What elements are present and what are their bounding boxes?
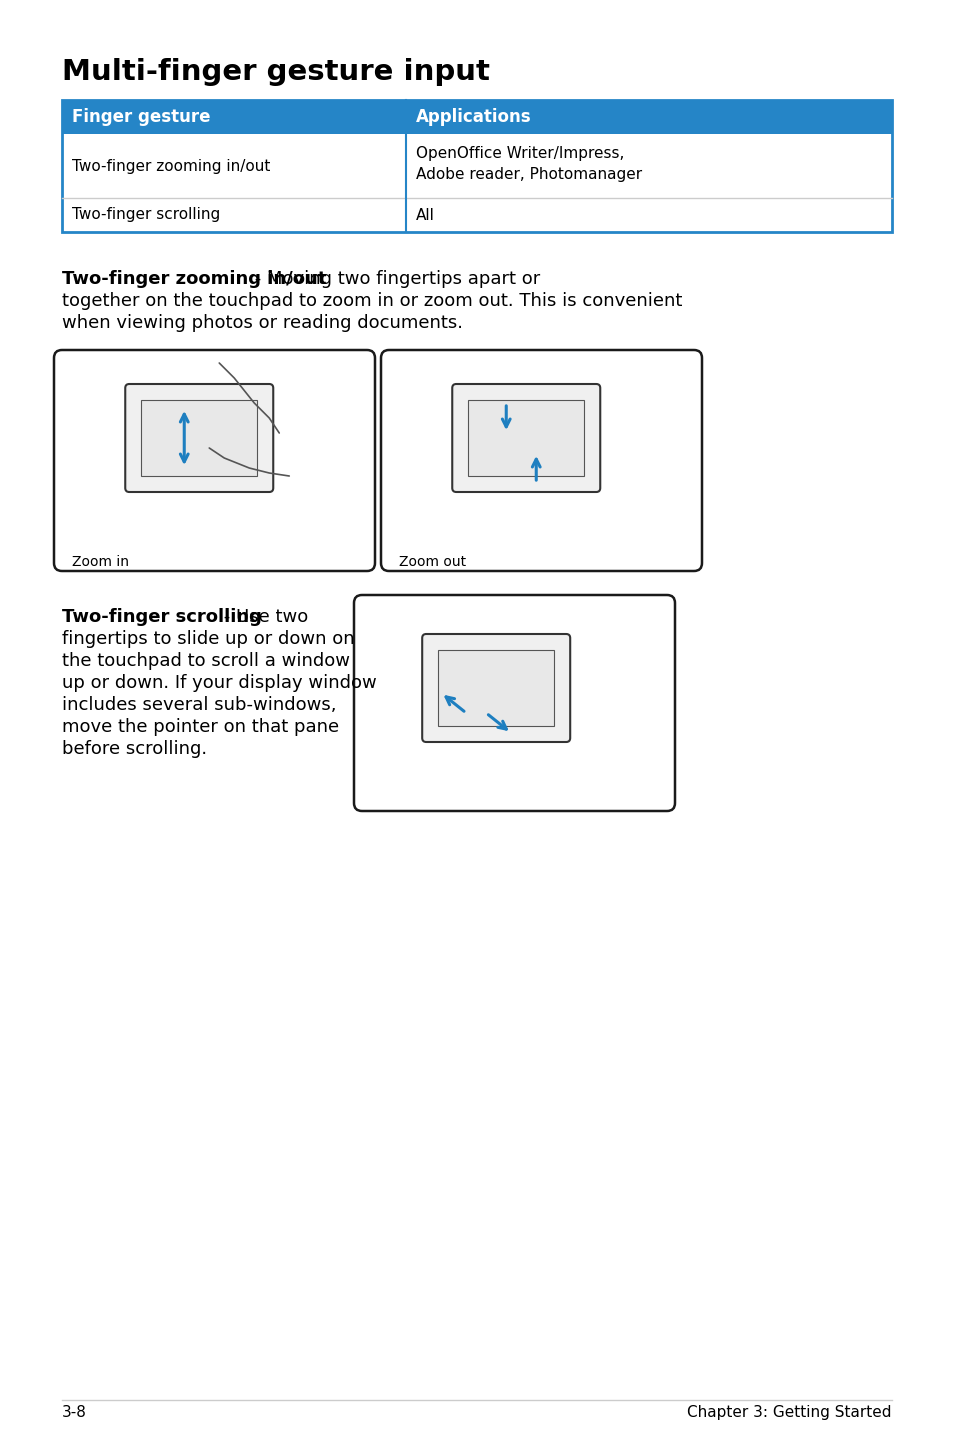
Text: - Moving two fingertips apart or: - Moving two fingertips apart or <box>250 270 540 288</box>
Text: Chapter 3: Getting Started: Chapter 3: Getting Started <box>687 1405 891 1419</box>
Text: includes several sub-windows,: includes several sub-windows, <box>62 696 336 715</box>
Bar <box>468 400 583 476</box>
Text: move the pointer on that pane: move the pointer on that pane <box>62 718 338 736</box>
Text: Two-finger zooming in/out: Two-finger zooming in/out <box>62 270 326 288</box>
Text: the touchpad to scroll a window: the touchpad to scroll a window <box>62 651 350 670</box>
Text: up or down. If your display window: up or down. If your display window <box>62 674 376 692</box>
Text: Zoom out: Zoom out <box>398 555 466 569</box>
FancyBboxPatch shape <box>54 349 375 571</box>
Text: Finger gesture: Finger gesture <box>71 108 211 127</box>
Text: Two-finger zooming in/out: Two-finger zooming in/out <box>71 158 270 174</box>
Text: OpenOffice Writer/Impress,
Adobe reader, Photomanager: OpenOffice Writer/Impress, Adobe reader,… <box>416 147 641 183</box>
Text: Zoom in: Zoom in <box>71 555 129 569</box>
Text: - Use two: - Use two <box>218 608 308 626</box>
FancyBboxPatch shape <box>354 595 675 811</box>
Text: fingertips to slide up or down on: fingertips to slide up or down on <box>62 630 355 649</box>
Text: Two-finger scrolling: Two-finger scrolling <box>62 608 262 626</box>
Bar <box>437 650 554 726</box>
Text: Applications: Applications <box>416 108 531 127</box>
FancyBboxPatch shape <box>62 101 891 134</box>
Text: together on the touchpad to zoom in or zoom out. This is convenient: together on the touchpad to zoom in or z… <box>62 292 681 311</box>
FancyBboxPatch shape <box>422 634 570 742</box>
Text: Multi-finger gesture input: Multi-finger gesture input <box>62 58 489 86</box>
FancyBboxPatch shape <box>125 384 273 492</box>
Text: Two-finger scrolling: Two-finger scrolling <box>71 207 220 223</box>
Text: All: All <box>416 207 435 223</box>
FancyBboxPatch shape <box>380 349 701 571</box>
Bar <box>141 400 257 476</box>
Text: when viewing photos or reading documents.: when viewing photos or reading documents… <box>62 313 462 332</box>
Text: 3-8: 3-8 <box>62 1405 87 1419</box>
Text: before scrolling.: before scrolling. <box>62 741 207 758</box>
FancyBboxPatch shape <box>452 384 599 492</box>
